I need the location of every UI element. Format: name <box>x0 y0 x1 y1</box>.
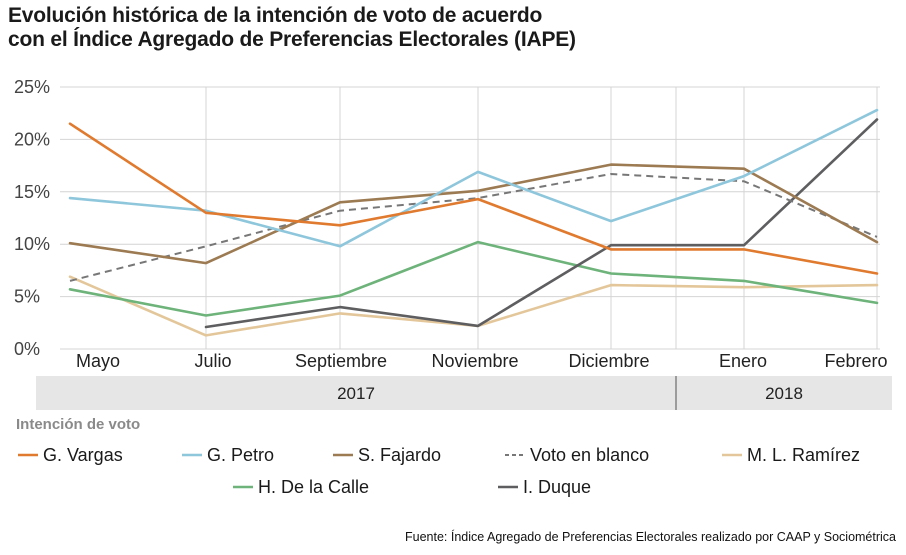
year-label-2017: 2017 <box>337 384 375 403</box>
y-axis-ticks: 0% 5% 10% 15% 20% 25% <box>14 77 50 359</box>
grid-lines <box>60 86 880 350</box>
year-band-background <box>36 376 892 410</box>
series-lines <box>68 108 879 337</box>
year-label-2018: 2018 <box>765 384 803 403</box>
series-line-g-vargas <box>68 122 879 275</box>
legend-item-s-fajardo: S. Fajardo <box>333 445 441 465</box>
legend-label: Voto en blanco <box>530 445 649 465</box>
chart-title: Evolución histórica de la intención de v… <box>8 4 576 52</box>
x-tick-label: Mayo <box>76 351 120 371</box>
series-line-g-petro <box>68 108 879 248</box>
legend-item-g-vargas: G. Vargas <box>18 445 123 465</box>
legend-label: I. Duque <box>523 477 591 497</box>
legend-label: G. Vargas <box>43 445 123 465</box>
series-line-h-de-la-calle <box>68 240 879 317</box>
series-line-i-duque <box>204 118 879 329</box>
legend-label: M. L. Ramírez <box>747 445 860 465</box>
y-tick-label: 0% <box>14 339 40 359</box>
legend-label: H. De la Calle <box>258 477 369 497</box>
x-tick-label: Septiembre <box>295 351 387 371</box>
legend-item-h-de-la-calle: H. De la Calle <box>233 477 369 497</box>
year-band: 2017 2018 <box>36 376 892 410</box>
legend-item-m-l-ramírez: M. L. Ramírez <box>722 445 860 465</box>
y-tick-label: 5% <box>14 287 40 307</box>
legend-item-g-petro: G. Petro <box>182 445 274 465</box>
legend-item-voto-en-blanco: Voto en blanco <box>505 445 649 465</box>
y-tick-label: 15% <box>14 182 50 202</box>
x-tick-label: Noviembre <box>431 351 518 371</box>
x-axis-ticks: Mayo Julio Septiembre Noviembre Diciembre Ene… <box>76 351 888 371</box>
legend-label: S. Fajardo <box>358 445 441 465</box>
x-tick-label: Diciembre <box>568 351 649 371</box>
legend: G. Vargas G. Petro S. Fajardo Voto en blanc… <box>18 445 860 497</box>
x-tick-label: Enero <box>719 351 767 371</box>
chart-title-line-1: Evolución histórica de la intención de v… <box>8 4 543 27</box>
legend-label: G. Petro <box>207 445 274 465</box>
y-tick-label: 25% <box>14 77 50 97</box>
series-line-voto-en-blanco <box>69 173 878 282</box>
legend-title: Intención de voto <box>16 416 141 433</box>
y-tick-label: 10% <box>14 234 50 254</box>
source-note: Fuente: Índice Agregado de Preferencias … <box>404 530 896 544</box>
y-tick-label: 20% <box>14 129 50 149</box>
chart-title-line-2: con el Índice Agregado de Preferencias E… <box>8 28 576 51</box>
x-tick-label: Febrero <box>824 351 887 371</box>
series-line-s-fajardo <box>68 163 879 265</box>
x-tick-label: Julio <box>194 351 231 371</box>
legend-item-i-duque: I. Duque <box>498 477 591 497</box>
